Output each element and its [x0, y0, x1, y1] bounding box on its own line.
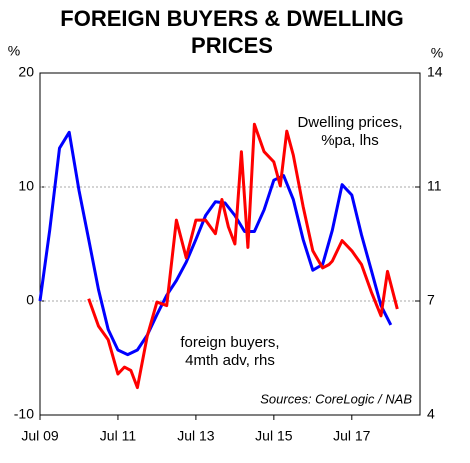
y2-tick-label: 14 — [427, 64, 443, 80]
source-note: Sources: CoreLogic / NAB — [260, 391, 412, 406]
x-tick-label: Jul 17 — [333, 428, 371, 444]
series-line — [38, 130, 393, 357]
series-label: 4mth adv, rhs — [185, 352, 275, 369]
series-line — [87, 122, 399, 390]
y2-tick-label: 11 — [427, 178, 442, 194]
y2-tick-label: 4 — [427, 406, 435, 422]
y-tick-label: 10 — [18, 178, 34, 194]
chart-title: PRICES — [191, 33, 273, 58]
y-tick-label: 20 — [18, 64, 34, 80]
series-label: %pa, lhs — [321, 132, 379, 149]
y-tick-label: -10 — [14, 406, 34, 422]
x-tick-label: Jul 15 — [255, 428, 293, 444]
y-unit: % — [8, 43, 20, 59]
chart-title: FOREIGN BUYERS & DWELLING — [60, 6, 403, 31]
series-label: foreign buyers, — [180, 334, 279, 351]
x-tick-label: Jul 13 — [177, 428, 215, 444]
x-tick-label: Jul 09 — [21, 428, 59, 444]
series-label: Dwelling prices, — [297, 114, 402, 131]
y-tick-label: 0 — [26, 292, 34, 308]
plot-frame — [39, 72, 421, 416]
y2-unit: % — [431, 45, 443, 61]
y2-tick-label: 7 — [427, 292, 435, 308]
x-tick-label: Jul 11 — [100, 428, 137, 444]
